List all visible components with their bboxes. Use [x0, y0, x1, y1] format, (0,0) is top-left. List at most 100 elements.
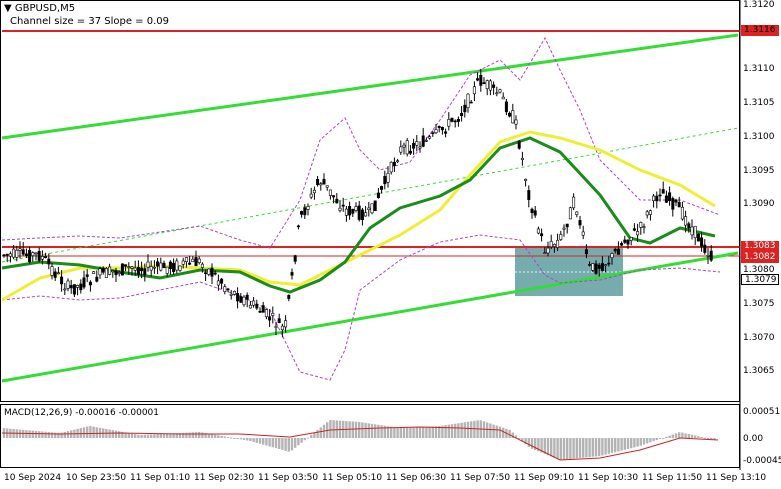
candle-body	[578, 220, 582, 226]
candle-body	[591, 263, 595, 271]
candle-body	[405, 140, 409, 155]
macd-bar	[585, 438, 588, 458]
macd-bar	[502, 427, 505, 438]
candle-body	[34, 252, 38, 255]
candle-body	[520, 157, 524, 160]
macd-bar	[444, 425, 447, 438]
candle-body	[402, 144, 406, 148]
candle-body	[338, 207, 342, 211]
macd-bar	[204, 433, 207, 438]
macd-bar	[172, 433, 175, 438]
macd-bar	[540, 438, 543, 453]
candle-body	[268, 316, 272, 321]
candle-body	[418, 146, 422, 149]
dropdown-arrow-icon[interactable]: ▼	[4, 3, 12, 14]
candle-body	[498, 89, 502, 93]
macd-bar	[556, 438, 559, 460]
macd-bar	[284, 438, 287, 451]
macd-bar	[150, 434, 153, 438]
macd-bar	[649, 438, 652, 443]
macd-bar	[159, 433, 162, 438]
candle-body	[648, 210, 652, 215]
candle-body	[92, 271, 96, 274]
macd-bar	[422, 426, 425, 438]
candle-body	[424, 140, 428, 142]
candle-body	[431, 132, 435, 135]
candle-body	[703, 244, 707, 253]
macd-bar	[370, 423, 374, 438]
candle-body	[607, 262, 611, 265]
macd-bar	[121, 431, 124, 438]
candle-body	[392, 161, 396, 167]
candle-body	[482, 82, 486, 84]
candle-body	[156, 261, 160, 267]
candle-body	[5, 253, 9, 256]
channel-upper[interactable]	[1, 33, 739, 140]
candle-body	[184, 257, 188, 262]
candle-body	[386, 172, 390, 183]
candle-body	[632, 228, 636, 231]
candle-body	[341, 204, 345, 207]
macd-bar	[498, 426, 502, 438]
macd-bar	[361, 422, 364, 438]
price-tick: 1.3075	[743, 299, 775, 309]
macd-bar	[710, 438, 713, 440]
time-tick: 11 Sep 09:10	[514, 473, 575, 483]
macd-bar	[111, 430, 114, 438]
macd-bar	[674, 433, 678, 438]
price-tick: 1.3070	[743, 333, 775, 343]
candle-body	[568, 207, 572, 220]
channel-lower[interactable]	[1, 251, 739, 383]
candle-body	[460, 112, 464, 117]
candle-body	[12, 248, 16, 258]
macd-bar	[25, 430, 28, 438]
candle-body	[517, 141, 521, 149]
candle-body	[223, 286, 227, 292]
macd-bar	[518, 438, 521, 439]
macd-bar	[207, 433, 210, 438]
candle-body	[501, 96, 505, 100]
candle-body	[168, 261, 172, 269]
candle-body	[488, 80, 492, 91]
macd-bar	[383, 425, 386, 438]
candle-body	[642, 226, 646, 228]
macd-bar	[50, 432, 54, 438]
macd-bar	[262, 438, 265, 445]
macd-bar	[249, 438, 252, 442]
macd-bar	[562, 438, 566, 460]
macd-bar	[22, 429, 25, 438]
macd-bar	[463, 422, 466, 438]
candle-body	[437, 126, 441, 128]
macd-bar	[54, 432, 57, 438]
macd-bar	[287, 438, 290, 452]
candle-body	[530, 208, 534, 213]
candle-body	[533, 210, 537, 216]
macd-bar	[511, 432, 514, 438]
macd-bar	[457, 423, 460, 438]
candle-body	[546, 247, 550, 254]
macd-bar	[223, 436, 226, 438]
macd-bar	[329, 420, 332, 438]
candle-body	[690, 226, 694, 236]
macd-bar	[706, 438, 710, 439]
candle-body	[248, 304, 252, 309]
macd-bar	[258, 438, 262, 444]
candle-body	[661, 189, 665, 194]
macd-bar	[492, 424, 495, 438]
macd-bar	[47, 432, 50, 438]
candle-body	[2, 254, 6, 257]
candle-body	[287, 295, 291, 299]
macd-bar	[316, 429, 319, 438]
candle-body	[508, 112, 512, 117]
macd-histogram	[2, 420, 716, 460]
candle-body	[373, 200, 377, 212]
time-tick: 10 Sep 2024	[4, 473, 62, 483]
candle-body	[399, 146, 403, 153]
macd-bar	[665, 436, 668, 438]
macd-bar	[313, 432, 316, 438]
macd-bar	[364, 422, 367, 438]
macd-bar	[582, 438, 585, 458]
macd-bar	[377, 424, 380, 438]
candle-body	[79, 283, 83, 291]
